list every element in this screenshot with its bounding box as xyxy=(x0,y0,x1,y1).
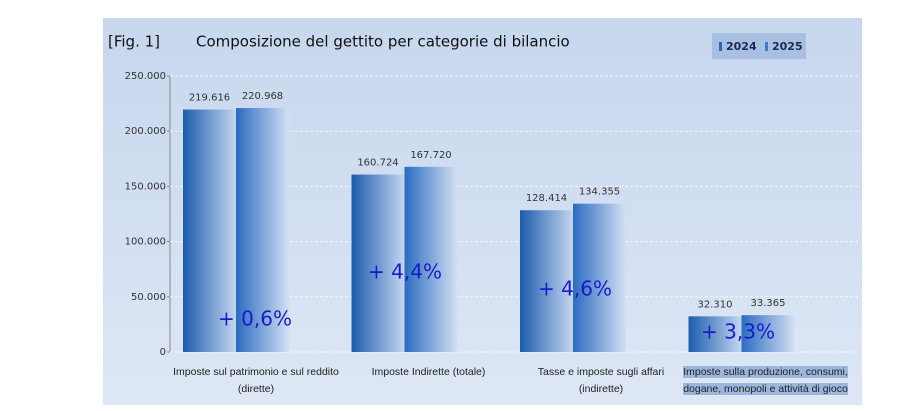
bar xyxy=(183,109,236,352)
bar xyxy=(688,316,742,352)
legend-marker xyxy=(719,42,722,51)
annotation: + 0,6% xyxy=(218,307,292,331)
x-tick-text: Tasse e imposte sugli affari (indirette) xyxy=(537,366,665,395)
value-label: 220.968 xyxy=(242,91,283,102)
x-tick-label: Imposte Indirette (totale) xyxy=(343,364,515,381)
y-tick-label: 200.000 xyxy=(125,126,166,137)
legend-label: 2025 xyxy=(772,40,803,53)
value-label: 160.724 xyxy=(357,158,398,169)
bar xyxy=(573,203,626,352)
legend-label: 2024 xyxy=(726,40,757,53)
x-tick-label: Tasse e imposte sugli affari (indirette) xyxy=(515,364,687,398)
value-label: 128.414 xyxy=(526,193,567,204)
value-label: 33.365 xyxy=(751,298,786,309)
y-tick-label: 0 xyxy=(160,347,166,358)
legend-marker xyxy=(765,42,768,51)
x-tick-text: Imposte sul patrimonio e sul reddito (di… xyxy=(173,366,339,395)
bar xyxy=(236,108,289,352)
bar xyxy=(520,210,573,352)
annotation: + 4,4% xyxy=(368,260,442,284)
annotation: + 3,3% xyxy=(701,320,775,344)
legend-box xyxy=(712,33,806,59)
value-label: 219.616 xyxy=(189,93,230,104)
y-tick-label: 150.000 xyxy=(125,181,166,192)
y-tick-label: 100.000 xyxy=(125,237,166,248)
value-label: 167.720 xyxy=(410,150,451,161)
y-tick-label: 50.000 xyxy=(131,292,166,303)
x-tick-label: Imposte sulla produzione, consumi, dogan… xyxy=(680,364,852,398)
x-tick-text: Imposte Indirette (totale) xyxy=(371,366,486,378)
y-tick-label: 250.000 xyxy=(125,71,166,82)
bar xyxy=(741,315,795,352)
bar xyxy=(351,174,405,352)
bar xyxy=(404,166,458,352)
chart-title: Composizione del gettito per categorie d… xyxy=(196,33,570,51)
value-label: 32.310 xyxy=(698,299,733,310)
value-label: 134.355 xyxy=(579,187,620,198)
x-tick-text: Imposte sulla produzione, consumi, dogan… xyxy=(683,366,848,395)
x-tick-label: Imposte sul patrimonio e sul reddito (di… xyxy=(170,364,342,398)
annotation: + 4,6% xyxy=(538,277,612,301)
figure-label: [Fig. 1] xyxy=(108,33,160,51)
